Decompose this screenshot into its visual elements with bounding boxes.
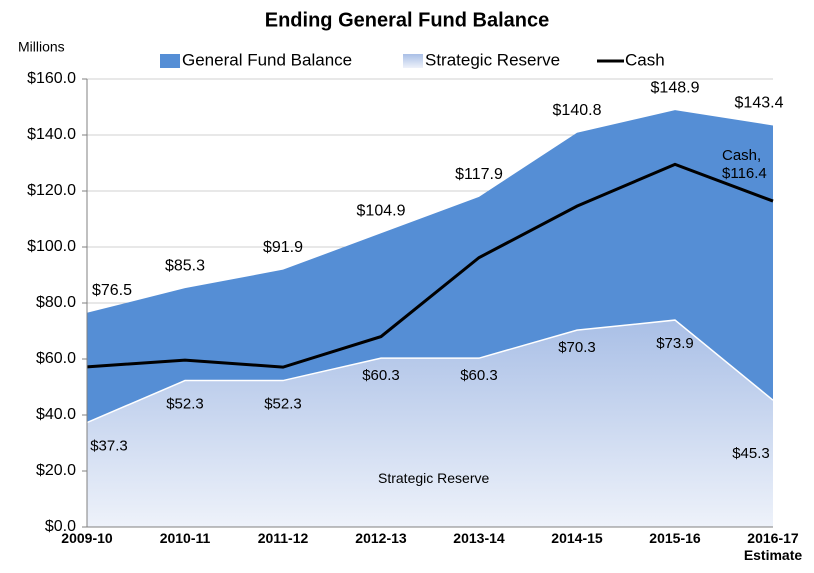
value-label: $104.9 xyxy=(357,202,406,219)
value-label: $70.3 xyxy=(558,339,596,356)
legend-swatch xyxy=(160,54,180,68)
area-annotation: Strategic Reserve xyxy=(378,470,490,486)
value-label: $60.3 xyxy=(362,367,400,384)
legend-swatch xyxy=(403,54,423,68)
value-label: $117.9 xyxy=(455,166,503,183)
chart-title: Ending General Fund Balance xyxy=(265,9,550,31)
value-label: $85.3 xyxy=(165,257,205,274)
y-tick-label: $140.0 xyxy=(27,126,76,143)
y-tick-label: $80.0 xyxy=(36,294,76,311)
strategic-reserve-edge xyxy=(86,319,774,424)
y-tick-label: $100.0 xyxy=(27,238,76,255)
y-tick-label: $60.0 xyxy=(36,350,76,367)
value-label: $73.9 xyxy=(656,335,694,352)
value-label: $140.8 xyxy=(553,102,602,119)
y-tick-label: $120.0 xyxy=(27,182,76,199)
legend-label: Strategic Reserve xyxy=(425,50,560,69)
x-tick-label: 2014-15 xyxy=(551,530,603,546)
x-tick-label: 2011-12 xyxy=(257,530,309,546)
x-tick-label: 2009-10 xyxy=(61,530,113,546)
cash-annotation: Cash, $116.4 xyxy=(722,147,767,182)
value-label: $37.3 xyxy=(90,438,128,455)
value-label: $91.9 xyxy=(263,239,303,256)
cash-line xyxy=(86,162,774,369)
y-axis-label: Millions xyxy=(18,39,65,55)
y-tick-label: $40.0 xyxy=(36,406,76,423)
y-tick-label: $160.0 xyxy=(27,70,76,87)
x-tick-label: 2010-11 xyxy=(159,530,211,546)
value-label: $52.3 xyxy=(264,396,302,413)
x-tick-label: 2012-13 xyxy=(355,530,407,546)
x-tick-label: 2016-17 Estimate xyxy=(743,530,803,563)
legend-label: General Fund Balance xyxy=(182,50,352,69)
y-tick-label: $0.0 xyxy=(45,518,76,535)
value-label: $148.9 xyxy=(651,79,700,96)
value-label: $76.5 xyxy=(92,282,132,299)
value-label: $45.3 xyxy=(732,445,770,462)
x-tick-label: 2015-16 xyxy=(649,530,701,546)
strategic-reserve-area xyxy=(87,320,773,527)
legend-label: Cash xyxy=(625,50,665,69)
x-tick-label: 2013-14 xyxy=(453,530,505,546)
value-label: $60.3 xyxy=(460,367,498,384)
value-label: $143.4 xyxy=(735,95,784,112)
y-tick-label: $20.0 xyxy=(36,462,76,479)
value-label: $52.3 xyxy=(166,396,204,413)
